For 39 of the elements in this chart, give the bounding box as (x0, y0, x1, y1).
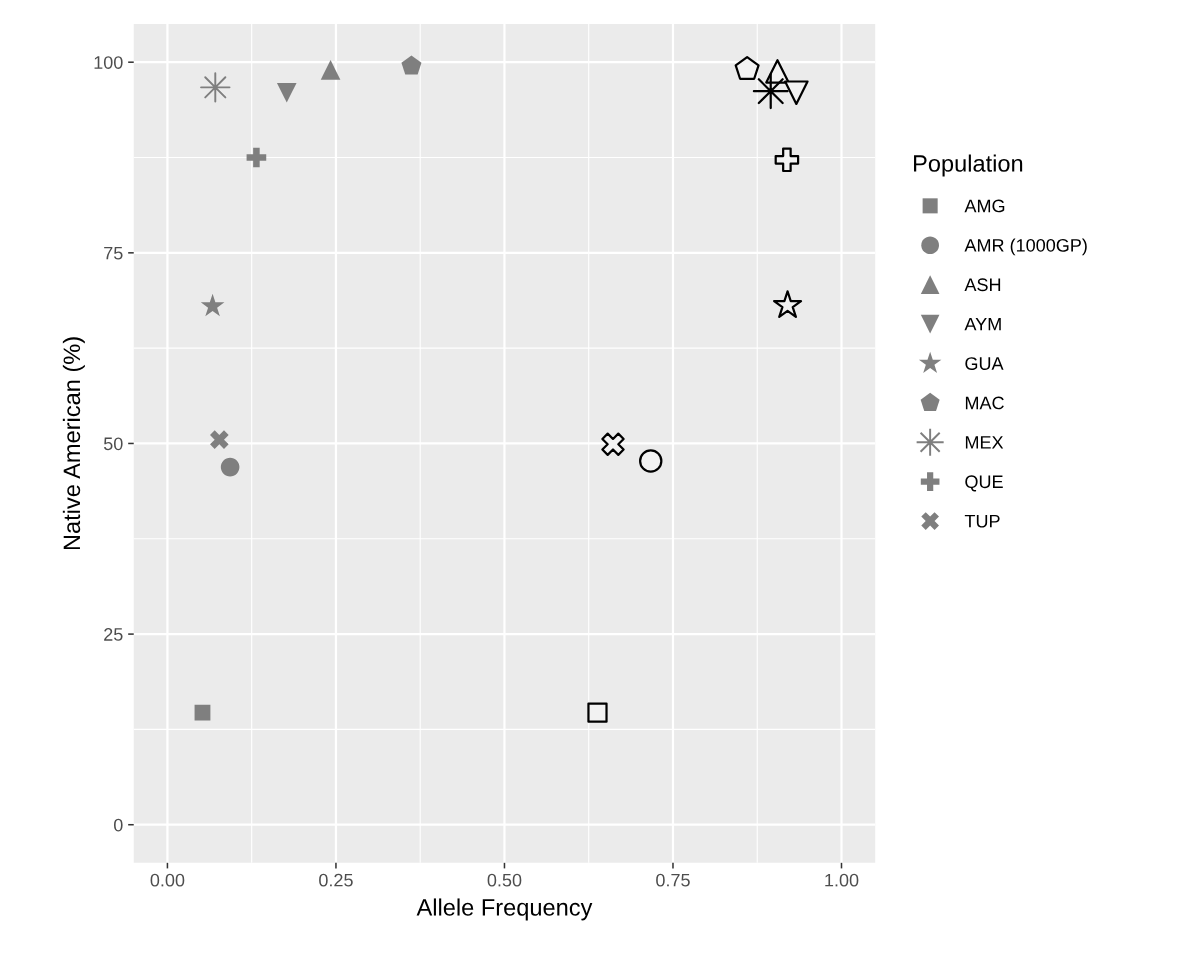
point (639, 449, 663, 473)
y-tick-label: 75 (104, 246, 123, 260)
y-tick-label: 50 (103, 437, 123, 451)
legend-label: MEX (965, 436, 1004, 449)
point (752, 73, 789, 110)
point (320, 60, 341, 80)
x-axis-title: Allele Frequency (416, 898, 593, 921)
y-axis-title: Native American (%) (62, 337, 85, 550)
point (774, 147, 800, 173)
legend-label: AMG (964, 199, 1005, 213)
point (784, 80, 809, 106)
point (401, 55, 422, 75)
x-tick-label: 1.00 (825, 873, 859, 887)
legend-label: GUA (965, 357, 1004, 370)
y-tick-label: 25 (104, 628, 123, 641)
legend-label: TUP (964, 514, 1000, 528)
x-tick-label: 0.00 (150, 873, 185, 887)
point (220, 457, 240, 477)
point (200, 72, 231, 103)
legend-label: QUE (965, 475, 1003, 492)
legend-label: ASH (964, 278, 1001, 292)
point (246, 147, 267, 168)
legend-label: MAC (965, 396, 1004, 410)
legend-label: AYM (964, 317, 1001, 331)
y-tick-label: 0 (113, 818, 123, 832)
x-tick-label: 0.25 (319, 873, 353, 887)
y-tick-label: 100 (94, 56, 123, 69)
point (587, 702, 608, 723)
point (200, 293, 225, 317)
point (210, 430, 229, 449)
point (276, 82, 297, 103)
point (734, 55, 760, 80)
point (194, 704, 211, 721)
x-tick-label: 0.50 (487, 873, 522, 887)
point (772, 290, 803, 319)
point (601, 432, 625, 456)
x-tick-label: 0.75 (656, 873, 690, 887)
legend-title: Population (914, 154, 1023, 177)
legend-label: AMR (1000GP) (964, 238, 1087, 256)
